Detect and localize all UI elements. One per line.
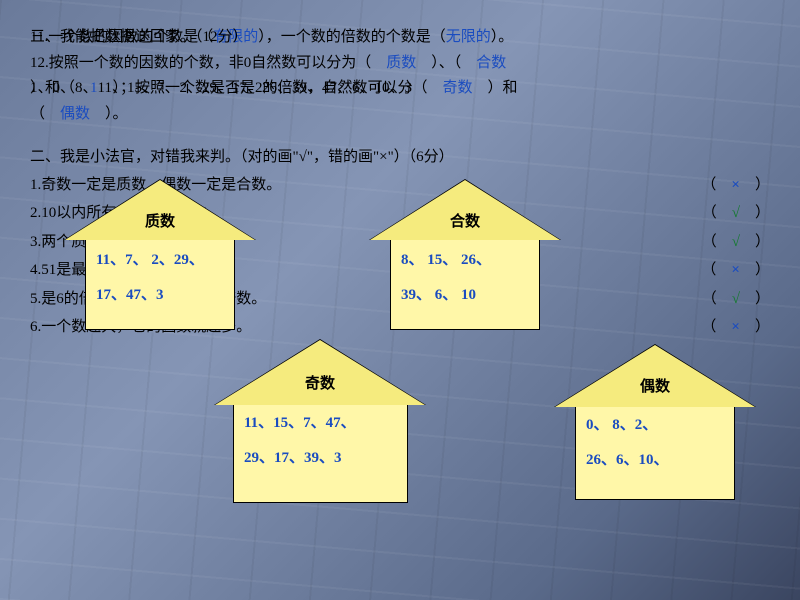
house-line: 26、6、10、 [586, 448, 724, 469]
q12-a: 12.按照一个数的因数的个数，非0自然数可以分为（ [30, 55, 386, 71]
q12-ans2: 合数 [476, 55, 506, 71]
house-line: 8、 15、 26、 [401, 248, 529, 269]
house-body: 11、7、 2、29、 17、47、3 [85, 235, 235, 330]
house-prime: 质数 11、7、 2、29、 17、47、3 [65, 180, 255, 330]
house-label: 奇数 [305, 372, 335, 393]
judge-mark: （ × ） [690, 256, 770, 285]
house-line: 17、47、3 [96, 283, 224, 304]
house-body: 8、 15、 26、 39、 6、 10 [390, 235, 540, 330]
q12-ans5: 偶数 [60, 106, 90, 122]
house-line: 11、7、 2、29、 [96, 248, 224, 269]
house-even: 偶数 0、 8、2、 26、6、10、 [555, 345, 755, 500]
section2-heading: 二、我是小法官，对错我来判。（对的画"√"，错的画"×"）（6分） [30, 145, 770, 171]
q11-b: ），一个数的倍数的个数是（ [258, 29, 446, 45]
house-label: 合数 [450, 210, 480, 231]
q12-b: ）、（ [416, 55, 476, 71]
house-body: 11、15、7、47、 29、17、39、3 [233, 398, 408, 503]
house-label: 质数 [145, 210, 175, 231]
house-line: 39、 6、 10 [401, 283, 529, 304]
house-line: 29、17、39、3 [244, 446, 397, 467]
judge-mark: （ × ） [690, 171, 770, 200]
house-line: 11、15、7、47、 [244, 411, 397, 432]
q11-c: ）。 [491, 29, 514, 45]
house-odd: 奇数 11、15、7、47、 29、17、39、3 [215, 340, 425, 503]
overlay-heading-3: 三、我能把数据送回家。（12分） [30, 25, 248, 51]
judge-mark: （ √ ） [690, 199, 770, 228]
q11-ans2: 无限的 [446, 29, 491, 45]
house-body: 0、 8、2、 26、6、10、 [575, 400, 735, 500]
house-line: 0、 8、2、 [586, 413, 724, 434]
judge-mark: （ √ ） [690, 285, 770, 314]
house-label: 偶数 [640, 375, 670, 396]
house-composite: 合数 8、 15、 26、 39、 6、 10 [370, 180, 560, 330]
q12-f: （ [30, 106, 60, 122]
judge-mark: （ × ） [690, 313, 770, 342]
overlay-numbers: 1、0、8、11、15、7、2、29、17、26、39、47、6、10、3 [30, 76, 412, 102]
judge-mark: （ √ ） [690, 228, 770, 257]
q12-ans4: 奇数 [443, 80, 473, 96]
q12-g: ）。 [90, 106, 128, 122]
q12-ans1: 质数 [386, 55, 416, 71]
q12-e: ）和 [473, 80, 518, 96]
